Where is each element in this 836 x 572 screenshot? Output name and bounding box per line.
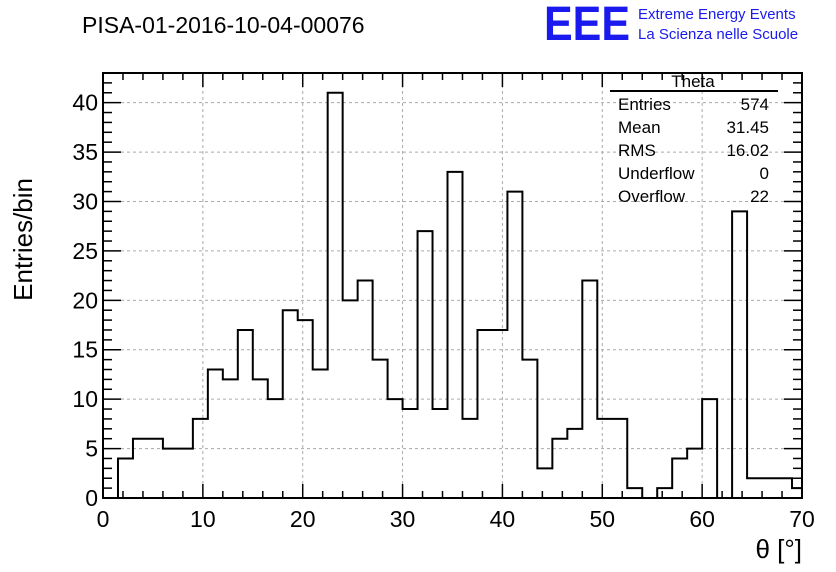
- stats-row-label: Underflow: [618, 164, 695, 183]
- x-tick-label: 30: [390, 506, 416, 532]
- x-tick-labels: 0 10 20 30 40 50 60 70: [97, 506, 815, 532]
- histogram-outline: [103, 91, 803, 499]
- stats-row-label: Mean: [618, 118, 661, 137]
- stats-row-label: Overflow: [618, 187, 686, 206]
- x-tick-label: 10: [190, 506, 216, 532]
- stats-row-label: Entries: [618, 95, 671, 114]
- logo-line-2: La Scienza nelle Scuole: [638, 26, 798, 43]
- y-tick-label: 5: [85, 436, 98, 462]
- x-tick-label: 20: [290, 506, 316, 532]
- stats-row-value: 22: [750, 187, 769, 206]
- y-tick-labels: 0 5 10 15 20 25 30 35 40: [72, 90, 98, 511]
- y-tick-label: 30: [72, 188, 98, 214]
- x-tick-label: 70: [789, 506, 815, 532]
- y-tick-label: 20: [72, 287, 98, 313]
- y-tick-label: 25: [72, 238, 98, 264]
- x-axis-label: θ [°]: [755, 534, 802, 564]
- x-tick-label: 0: [97, 506, 110, 532]
- eee-logo: EEE Extreme Energy Events La Scienza nel…: [544, 0, 798, 51]
- y-axis-label: Entries/bin: [8, 178, 38, 301]
- stats-title: Theta: [671, 72, 715, 91]
- stats-row-value: 31.45: [726, 118, 769, 137]
- stats-row-value: 574: [741, 95, 769, 114]
- y-tick-label: 0: [85, 485, 98, 511]
- logo-line-1: Extreme Energy Events: [638, 6, 796, 23]
- axis-ticks: [102, 72, 803, 499]
- stats-box: Theta Entries 574 Mean 31.45 RMS 16.02 Underfl…: [610, 72, 778, 206]
- chart-title: PISA-01-2016-10-04-00076: [82, 12, 365, 38]
- x-tick-label: 50: [589, 506, 615, 532]
- y-tick-label: 40: [72, 90, 98, 116]
- stats-row-value: 0: [760, 164, 769, 183]
- logo-mark: EEE: [544, 0, 630, 51]
- plot-frame: [102, 72, 803, 499]
- x-tick-label: 40: [490, 506, 516, 532]
- stats-row-label: RMS: [618, 141, 656, 160]
- y-tick-label: 35: [72, 139, 98, 165]
- grid-lines: [103, 73, 802, 498]
- x-tick-label: 60: [689, 506, 715, 532]
- stats-row-value: 16.02: [726, 141, 769, 160]
- y-tick-label: 10: [72, 386, 98, 412]
- y-tick-label: 15: [72, 337, 98, 363]
